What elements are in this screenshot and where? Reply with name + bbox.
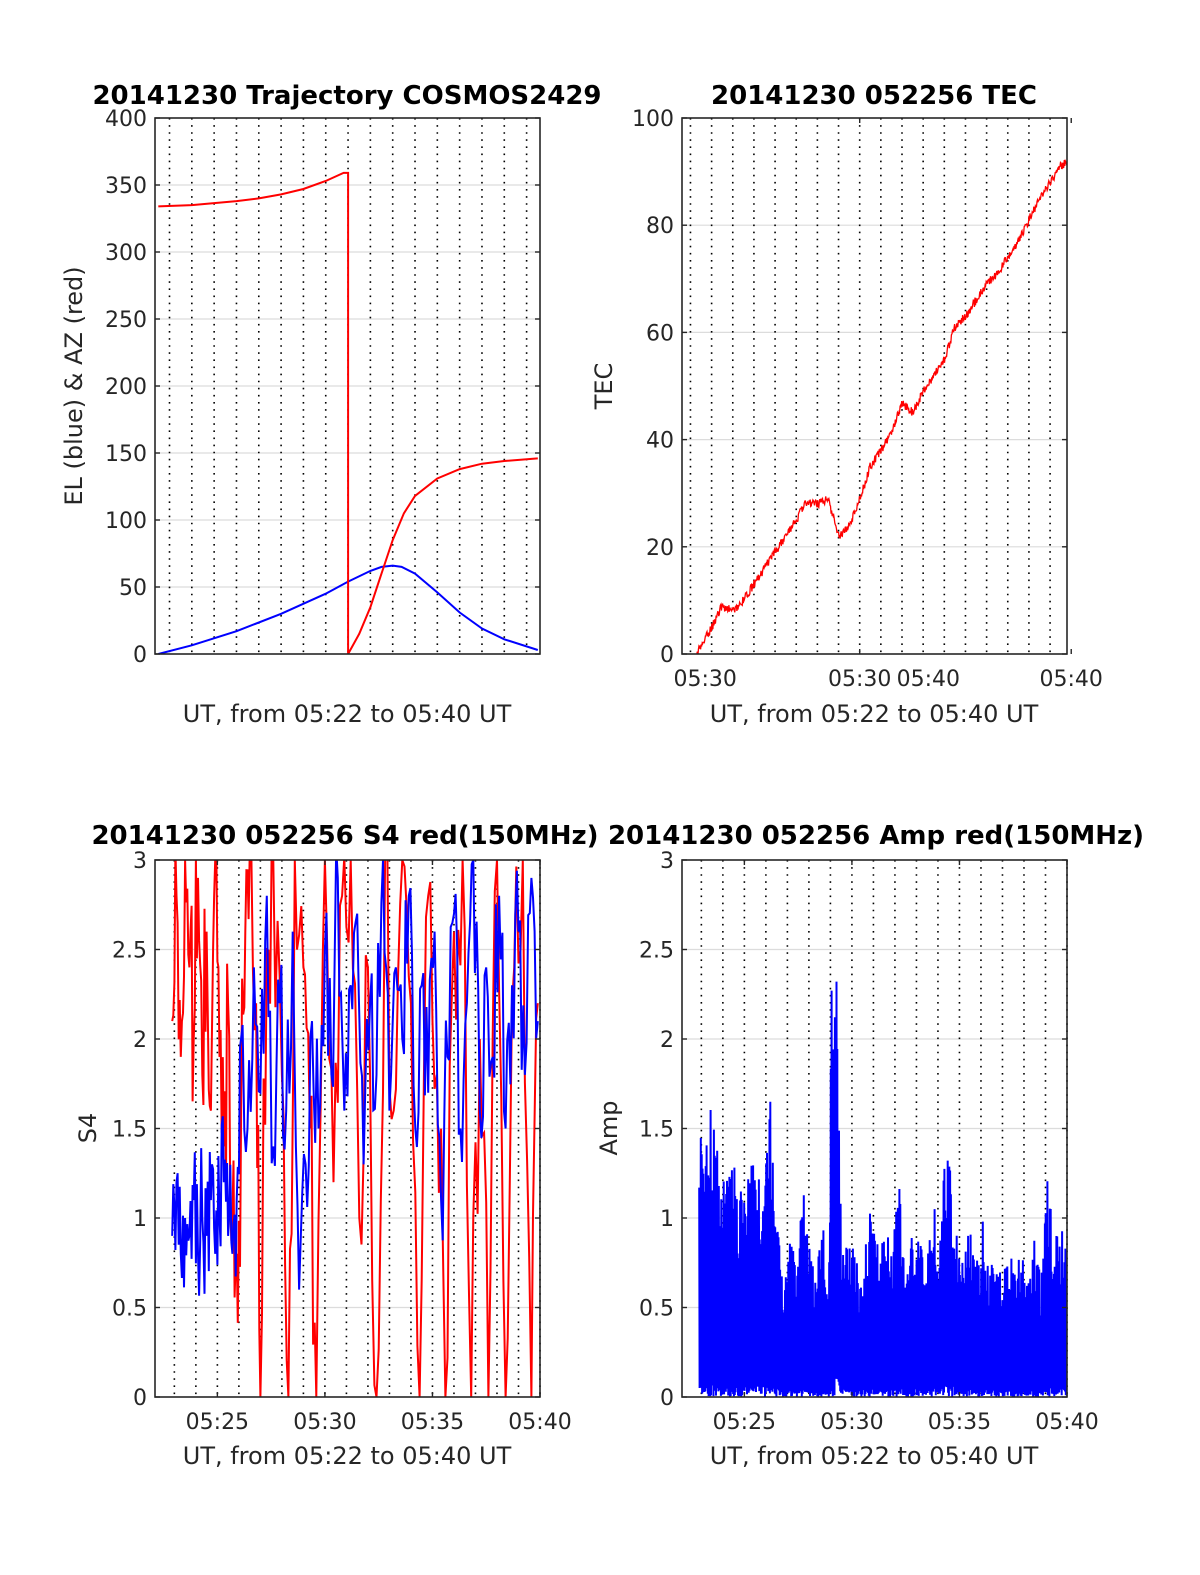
y-tick-label: 1: [133, 1207, 147, 1232]
x-axis-label-amp: UT, from 05:22 to 05:40 UT: [710, 1442, 1039, 1470]
chart-title-tec: 20141230 052256 TEC: [711, 81, 1037, 111]
x-tick-label: 05:40: [1035, 1410, 1098, 1435]
series-line-amp: [698, 981, 1067, 1397]
x-axis-label-trajectory: UT, from 05:22 to 05:40 UT: [183, 700, 512, 728]
chart-title-amp: 20141230 052256 Amp red(150MHz): [608, 821, 1144, 851]
x-tick-label: 05:30: [673, 667, 736, 692]
x-tick-label: 05:30: [828, 667, 891, 692]
series-line-blue: [171, 860, 539, 1296]
y-tick-label: 350: [105, 174, 147, 199]
data-layer: [698, 981, 1067, 1397]
y-tick-label: 0: [660, 643, 674, 668]
data-layer: [696, 158, 1067, 654]
x-tick-label: 05:25: [186, 1410, 249, 1435]
x-tick-label: 05:40: [508, 1410, 571, 1435]
x-tick-label: 05:30: [820, 1410, 883, 1435]
data-layer: [171, 860, 539, 1397]
y-tick-label: 0: [660, 1386, 674, 1411]
y-tick-label: 2: [133, 1028, 147, 1053]
y-tick-label: 60: [646, 321, 674, 346]
y-tick-label: 20: [646, 536, 674, 561]
panel-amp: 20141230 052256 Amp red(150MHz) UT, from…: [595, 821, 1144, 1470]
y-tick-label: 250: [105, 308, 147, 333]
panel-s4: 20141230 052256 S4 red(150MHz) UT, from …: [74, 821, 599, 1470]
panel-tec: 20141230 052256 TEC UT, from 05:22 to 05…: [590, 81, 1103, 728]
panel-trajectory: 20141230 Trajectory COSMOS2429 UT, from …: [60, 81, 960, 728]
axes-box: [681, 117, 1068, 655]
series-line-az: [158, 171, 538, 654]
plot-area-amp: 0 0.5 1 1.5 2 2.5 3 05:25 05:30 05:35 05:40: [639, 849, 1099, 1435]
y-tick-label: 2: [660, 1028, 674, 1053]
y-axis-label-s4: S4: [74, 1113, 102, 1144]
chart-title-s4: 20141230 052256 S4 red(150MHz): [91, 821, 598, 851]
y-tick-label: 50: [119, 576, 147, 601]
x-tick-label: 05:25: [713, 1410, 776, 1435]
x-tick-label: 05:35: [401, 1410, 464, 1435]
y-tick-label: 0: [133, 643, 147, 668]
y-tick-label: 80: [646, 214, 674, 239]
x-tick-label: 05:40: [1040, 667, 1103, 692]
data-layer: [158, 171, 539, 654]
y-axis-label-tec: TEC: [590, 363, 618, 411]
series-line-tec: [696, 158, 1067, 654]
x-tick-label: 05:30: [293, 1410, 356, 1435]
chart-title-trajectory: 20141230 Trajectory COSMOS2429: [92, 81, 601, 111]
y-tick-label: 1.5: [639, 1118, 674, 1143]
series-line-el: [158, 564, 539, 654]
y-tick-label: 100: [632, 107, 674, 132]
x-axis-label-s4: UT, from 05:22 to 05:40 UT: [183, 1442, 512, 1470]
y-tick-label: 100: [105, 509, 147, 534]
y-tick-label: 150: [105, 442, 147, 467]
y-tick-label: 3: [133, 849, 147, 874]
y-tick-label: 2.5: [639, 939, 674, 964]
y-tick-label: 400: [105, 107, 147, 132]
y-tick-label: 2.5: [112, 939, 147, 964]
y-tick-label: 40: [646, 429, 674, 454]
y-tick-label: 1.5: [112, 1118, 147, 1143]
y-axis-label-amp: Amp: [595, 1100, 623, 1155]
x-axis-label-tec: UT, from 05:22 to 05:40 UT: [710, 700, 1039, 728]
y-axis-label-trajectory: EL (blue) & AZ (red): [60, 266, 88, 505]
y-tick-label: 0: [133, 1386, 147, 1411]
y-tick-label: 1: [660, 1207, 674, 1232]
plot-area-s4: 0 0.5 1 1.5 2 2.5 3 05:25 05:30 05:35 05:40: [112, 849, 572, 1435]
y-tick-label: 200: [105, 375, 147, 400]
x-tick-label: 05:40: [897, 667, 960, 692]
x-tick-label: 05:35: [928, 1410, 991, 1435]
y-tick-label: 0.5: [639, 1297, 674, 1322]
y-tick-label: 300: [105, 241, 147, 266]
y-tick-label: 0.5: [112, 1297, 147, 1322]
y-tick-label: 3: [660, 849, 674, 874]
plot-background: [682, 118, 1067, 654]
